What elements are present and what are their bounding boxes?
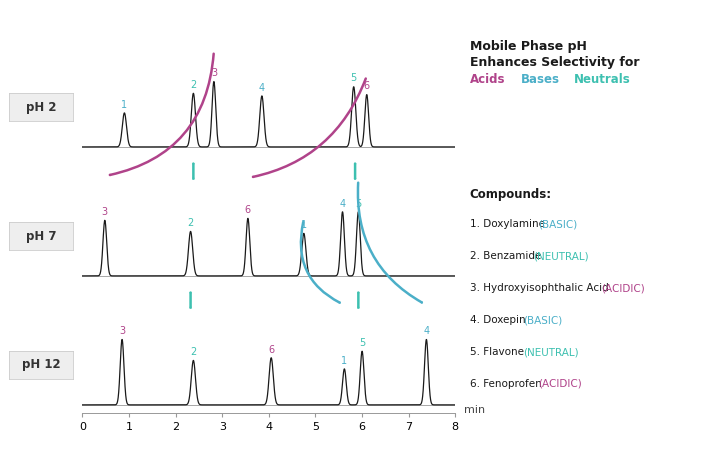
Text: Compounds:: Compounds:	[470, 188, 552, 201]
Text: 5: 5	[355, 198, 361, 209]
Text: (NEUTRAL): (NEUTRAL)	[523, 347, 579, 357]
Text: 3. Hydroxyisophthalic Acid: 3. Hydroxyisophthalic Acid	[470, 283, 612, 293]
Text: Enhances Selectivity for: Enhances Selectivity for	[470, 56, 639, 69]
Text: 6: 6	[244, 205, 251, 215]
Text: min: min	[464, 405, 485, 415]
Text: 1: 1	[341, 356, 348, 366]
Text: 5: 5	[359, 338, 365, 348]
Text: 1: 1	[121, 99, 128, 110]
Text: 3: 3	[211, 68, 217, 78]
Text: 4: 4	[339, 198, 346, 209]
Text: 6: 6	[364, 81, 370, 91]
Text: 4. Doxepin: 4. Doxepin	[470, 315, 528, 325]
Text: 2. Benzamide: 2. Benzamide	[470, 251, 544, 261]
Text: Mobile Phase pH: Mobile Phase pH	[470, 40, 587, 53]
Text: Acids: Acids	[470, 73, 505, 86]
Text: Neutrals: Neutrals	[574, 73, 630, 86]
Text: 5: 5	[351, 74, 357, 83]
Text: (BASIC): (BASIC)	[523, 315, 563, 325]
Text: 4: 4	[259, 83, 265, 93]
Text: 3: 3	[119, 326, 125, 336]
Text: pH 12: pH 12	[22, 358, 60, 371]
Text: (NEUTRAL): (NEUTRAL)	[533, 251, 589, 261]
Text: pH 7: pH 7	[26, 229, 56, 242]
Text: Bases: Bases	[521, 73, 560, 86]
Text: 6. Fenoprofen: 6. Fenoprofen	[470, 379, 545, 389]
Text: 3: 3	[102, 207, 108, 217]
Text: 1: 1	[300, 220, 307, 230]
Text: 1. Doxylamine: 1. Doxylamine	[470, 219, 548, 229]
Text: pH 2: pH 2	[26, 100, 56, 113]
Text: 2: 2	[187, 218, 194, 228]
Text: 2: 2	[190, 80, 196, 90]
Text: (ACIDIC): (ACIDIC)	[538, 379, 581, 389]
Text: 4: 4	[423, 326, 429, 336]
Text: (ACIDIC): (ACIDIC)	[602, 283, 645, 293]
Text: (BASIC): (BASIC)	[538, 219, 577, 229]
Text: 2: 2	[190, 347, 196, 357]
Text: 5. Flavone: 5. Flavone	[470, 347, 527, 357]
Text: 6: 6	[268, 345, 275, 355]
